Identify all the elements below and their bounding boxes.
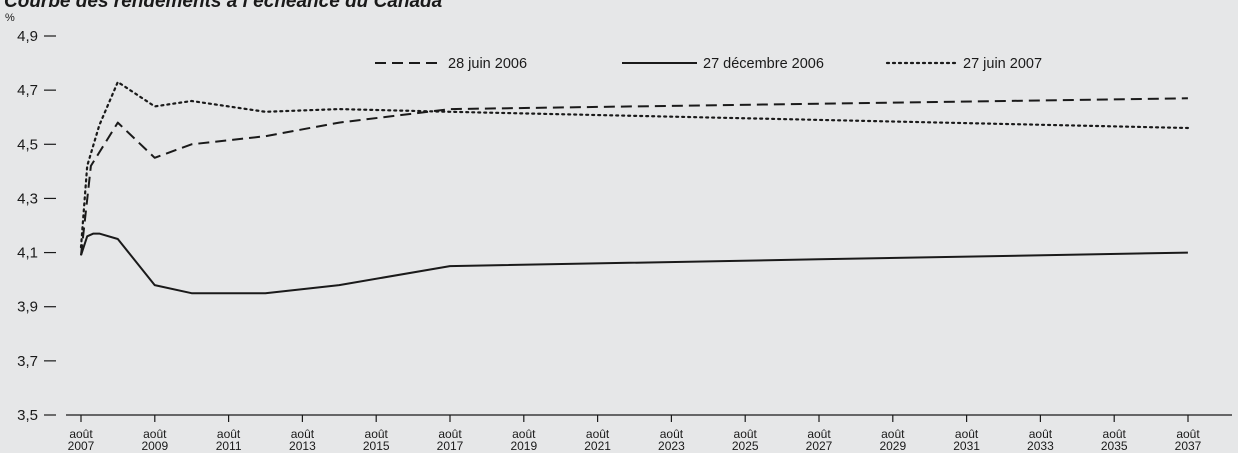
y-tick-label: 3,9	[17, 299, 38, 316]
x-tick-label: août 2011	[216, 427, 242, 453]
legend: 28 juin 2006 27 décembre 2006 27 juin 2007	[375, 56, 1042, 72]
series-line-1	[80, 97, 1188, 256]
series-line-3	[79, 80, 1189, 249]
x-tick-label: août 2013	[289, 427, 316, 453]
series-group	[79, 80, 1189, 295]
y-tick-label: 4,7	[17, 82, 38, 99]
legend-label-3: 27 juin 2007	[963, 56, 1042, 72]
x-tick-label: août 2031	[953, 427, 980, 453]
legend-label-2: 27 décembre 2006	[703, 56, 824, 72]
y-tick-label: 4,1	[17, 245, 38, 262]
x-tick-label: août 2017	[437, 427, 464, 453]
legend-label-1: 28 juin 2006	[448, 56, 527, 72]
x-tick-label: août 2007	[68, 427, 95, 453]
y-tick-label: 4,5	[17, 136, 38, 153]
series-line-2	[80, 232, 1188, 295]
x-tick-label: août 2027	[806, 427, 833, 453]
chart-title: Courbe des rendements à l’échéance du Ca…	[4, 0, 443, 12]
x-tick-label: août 2035	[1101, 427, 1128, 453]
x-tick-label: août 2023	[658, 427, 685, 453]
x-tick-label: août 2033	[1027, 427, 1054, 453]
x-tick-label: août 2019	[510, 427, 537, 453]
y-tick-label: 3,7	[17, 353, 38, 370]
axes: 4,9 4,7 4,5 4,3 4,1 3,9 3,7 3,5 août 2007 août 2009…	[17, 28, 1232, 453]
y-tick-label: 4,3	[17, 190, 38, 207]
y-tick-label: 3,5	[17, 407, 38, 424]
x-tick-label: août 2037	[1175, 427, 1202, 453]
x-tick-label: août 2025	[732, 427, 759, 453]
x-tick-label: août 2021	[584, 427, 611, 453]
y-axis-unit-label: %	[5, 12, 15, 24]
x-tick-label: août 2009	[141, 427, 168, 453]
y-tick-label: 4,9	[17, 28, 38, 45]
x-tick-label: août 2015	[363, 427, 390, 453]
x-tick-label: août 2029	[879, 427, 906, 453]
